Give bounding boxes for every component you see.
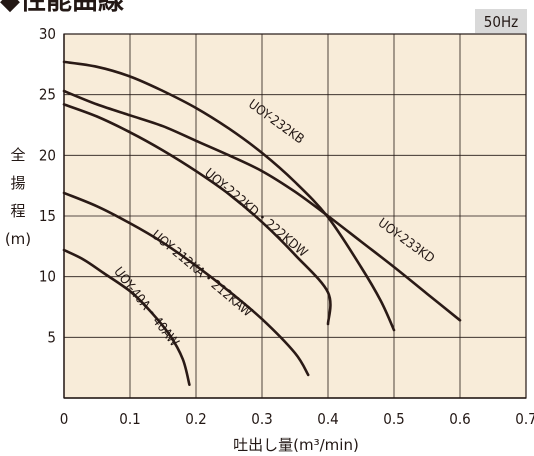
curve-uoy-232kb — [62, 60, 396, 332]
curve-uoy-233kd — [62, 89, 462, 322]
x-tick-label: 0.6 — [449, 410, 470, 428]
x-tick-label: 0.2 — [185, 410, 206, 428]
x-tick-label: 0.1 — [119, 410, 140, 428]
y-axis-label-char: 程 — [10, 202, 25, 220]
grid — [63, 33, 527, 399]
y-tick-label: 5 — [47, 328, 56, 346]
frequency-badge-label: 50Hz — [484, 13, 518, 31]
y-axis-label: 全揚程 (m) — [5, 146, 31, 248]
x-tick-label: 0.7 — [515, 410, 534, 428]
y-axis-label-char: (m) — [5, 230, 31, 248]
y-tick-label: 30 — [39, 25, 56, 43]
x-tick-label: 0.5 — [383, 410, 404, 428]
y-tick-label: 25 — [39, 86, 56, 104]
x-tick-labels: 0 0.1 0.2 0.3 0.4 0.5 0.6 0.7 — [60, 410, 534, 428]
y-axis-label-char: 揚 — [10, 174, 25, 192]
y-tick-label: 20 — [39, 146, 56, 164]
chart-title: ◆性能曲線 — [0, 0, 124, 16]
frequency-badge — [475, 9, 527, 33]
curves — [62, 60, 462, 386]
x-tick-label: 0.3 — [251, 410, 272, 428]
y-tick-label: 10 — [39, 268, 56, 286]
x-tick-label: 0.4 — [317, 410, 338, 428]
x-axis-label: 吐出し量(m³/min) — [233, 436, 359, 454]
y-axis-label-char: 全 — [10, 146, 25, 164]
x-tick-label: 0 — [60, 410, 69, 428]
y-tick-labels: 5 10 15 20 25 30 — [39, 25, 56, 346]
curve-uoy-222kd-222kdw — [62, 103, 332, 326]
y-tick-label: 15 — [39, 207, 56, 225]
plot-frame — [63, 33, 527, 399]
curve-uoy-212ka-212kaw — [62, 191, 310, 377]
curve-uoy-40a-40aw — [62, 248, 191, 386]
